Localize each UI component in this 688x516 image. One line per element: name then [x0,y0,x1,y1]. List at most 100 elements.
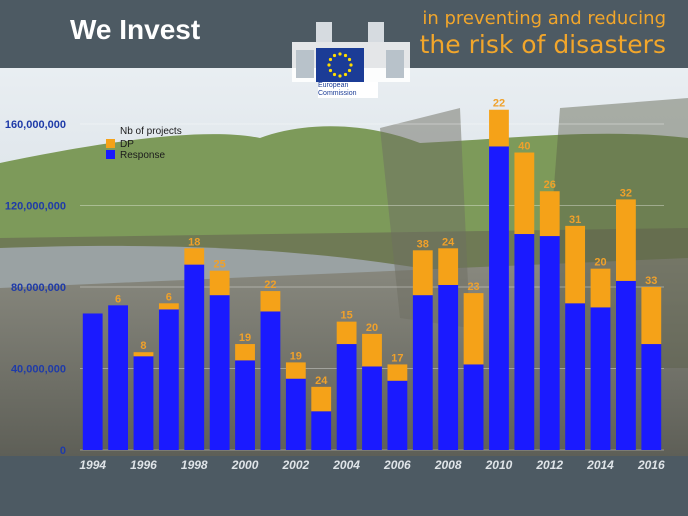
eu-star-icon [332,53,337,58]
x-tick-label: 1996 [130,458,157,472]
bar-dp-2001 [260,291,281,312]
data-label-2007: 38 [417,238,429,250]
data-label-2002: 19 [290,350,302,362]
bar-response-1998 [184,264,205,450]
x-axis-labels-svg: 1994 1996 1998 2000 2002 2004 2006 2008 2010 2012… [79,458,665,472]
bar-response-2011 [514,234,535,450]
x-tick-label: 2008 [434,458,462,472]
x-tick-label: 1998 [181,458,208,472]
bar-dp-2010 [489,109,509,147]
bar-response-2013 [565,303,586,450]
bar-dp-2012 [539,191,560,237]
x-tick-label: 2006 [383,458,411,472]
bar-response-1997 [158,309,179,450]
ec-logo-text: European Commission [318,82,378,98]
bar-response-2007 [412,295,433,450]
bar-dp-2007 [412,250,433,296]
x-tick-label: 2014 [586,458,614,472]
bar-dp-1999 [209,270,230,296]
bar-dp-2009 [463,293,484,365]
chart-svg: 0 40,000,000 80,000,000 120,000,000 160,000,… [0,68,688,456]
bar-response-2002 [285,378,306,450]
bar-dp-1998 [184,248,205,265]
legend-swatch-response [106,150,115,159]
eu-star-icon [328,57,333,62]
legend-entry-nb-of-projects: Nb of projects [120,126,182,137]
bar-dp-2000 [235,344,255,361]
bar-response-2003 [311,411,332,450]
bar-response-1995 [108,305,128,450]
data-label-2016: 33 [645,275,657,287]
data-label-2004: 15 [340,310,352,322]
y-tick-label: 40,000,000 [11,364,66,376]
bar-response-2010 [489,146,509,450]
data-label-2003: 24 [315,375,328,387]
bar-response-2016 [641,344,662,450]
bar-dp-2006 [387,364,408,381]
x-tick-label: 1994 [79,458,106,472]
bar-response-2005 [362,366,382,450]
data-label-2011: 40 [518,141,530,153]
bar-dp-2014 [590,268,611,308]
bar-response-2014 [590,307,611,450]
eu-star-icon [338,52,342,56]
tagline-line-1: in preventing and reducing [422,8,666,29]
bar-dp-1996 [133,352,154,357]
eu-star-icon [343,53,348,58]
legend-entry-response: Response [120,150,165,161]
chart-area: 0 40,000,000 80,000,000 120,000,000 160,000,… [0,68,688,456]
x-axis-strip: 1994 1996 1998 2000 2002 2004 2006 2008 2010 2012… [0,456,688,516]
x-tick-label: 2010 [485,458,513,472]
x-tick-label: 2002 [281,458,309,472]
y-tick-label: 120,000,000 [5,201,66,213]
bars [82,109,662,450]
bar-dp-2011 [514,152,535,235]
data-label-2010: 22 [493,98,505,110]
bar-response-2015 [616,280,636,450]
y-tick-label: 0 [60,445,66,456]
page-title: We Invest [70,14,201,45]
data-label-2008: 24 [442,236,455,248]
data-label-2000: 19 [239,332,251,344]
data-label-1997: 6 [166,291,172,303]
data-label-2001: 22 [264,279,276,291]
x-tick-label: 2012 [535,458,563,472]
eu-star-icon [332,72,337,77]
bar-dp-1997 [158,303,179,310]
legend-entry-dp: DP [120,139,134,150]
bar-dp-2004 [336,321,357,345]
legend-swatch-dp [106,139,115,148]
bar-dp-2005 [362,333,382,367]
bar-dp-2003 [311,386,332,412]
eu-star-icon [338,74,342,78]
bar-response-2004 [336,344,357,450]
bar-response-2006 [387,380,408,450]
eu-star-icon [347,57,352,62]
data-label-1999: 25 [214,259,226,271]
bar-dp-2016 [641,287,662,345]
eu-flag-icon [316,48,364,82]
bar-response-1996 [133,356,154,450]
bar-response-2001 [260,311,281,450]
bar-response-1994 [82,313,103,450]
data-label-2015: 32 [620,187,632,199]
legend: Nb of projects DP Response [106,126,182,161]
bar-dp-2013 [565,225,586,304]
data-label-2012: 26 [544,179,556,191]
tagline-line-2: the risk of disasters [419,30,666,59]
y-axis-labels: 0 40,000,000 80,000,000 120,000,000 160,000,… [5,119,66,456]
bar-dp-2008 [438,248,459,285]
eu-star-icon [347,68,352,73]
data-label-1996: 8 [140,340,146,352]
eu-star-icon [343,72,348,77]
bar-response-1999 [209,295,230,450]
bar-response-2008 [438,284,459,450]
data-label-2005: 20 [366,322,378,334]
bar-dp-2002 [285,362,306,379]
data-label-2013: 31 [569,214,581,226]
data-label-1995: 6 [115,293,121,305]
bar-response-2009 [463,364,484,450]
eu-star-icon [327,63,331,67]
eu-star-icon [328,68,333,73]
data-label-2009: 23 [467,281,479,293]
